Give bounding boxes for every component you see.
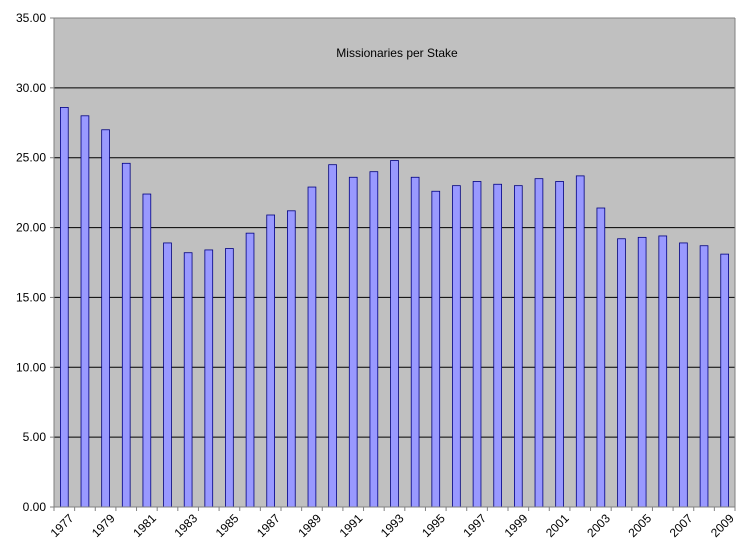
x-tick-label: 1993 [378,511,407,540]
bar-1978 [80,115,90,508]
x-tick-label: 1977 [48,511,77,540]
x-tick-label: 1999 [502,511,531,540]
bar-1999 [514,185,523,508]
y-tick-label: 30.00 [16,81,46,95]
x-tick-label: 1995 [419,511,448,540]
x-axis-tick-labels: 1977 1979 1981 1983 1985 1987 1989 1991 1993 1995… [48,511,737,540]
chart-title: Missionaries per Stake [336,46,458,60]
x-tick-label: 2005 [625,511,654,540]
bar-1981 [142,193,152,508]
x-tick-label: 1997 [460,511,489,540]
y-tick-label: 5.00 [23,430,47,444]
bar-1996 [452,185,461,508]
y-tick-label: 25.00 [16,151,46,165]
x-tick-label: 2001 [543,511,572,540]
bar-1997 [472,181,482,508]
bar-1994 [410,176,420,508]
bar-2003 [596,207,606,508]
bar-1983 [183,252,193,508]
bar-1991 [348,176,358,508]
bar-2001 [555,181,564,508]
x-tick-label: 1985 [213,511,242,540]
bar-1995 [431,190,441,508]
x-tick-label: 2009 [708,511,737,540]
axes [50,17,736,511]
bar-1992 [369,171,379,508]
x-tick-label: 1991 [337,511,366,540]
bar-1980 [121,162,131,508]
bar-1987 [266,214,276,508]
bar-series [60,107,730,508]
y-tick-label: 10.00 [16,360,46,374]
bar-1993 [390,160,399,508]
y-tick-label: 35.00 [16,11,46,25]
y-tick-label: 15.00 [16,290,46,304]
bar-1985 [225,248,234,508]
bar-1990 [328,164,337,508]
bar-1986 [245,232,255,508]
bar-2008 [699,245,709,508]
x-tick-label: 1983 [171,511,200,540]
x-tick-label: 1979 [89,511,118,540]
bar-2009 [720,253,730,508]
bar-1984 [204,249,214,508]
bar-2004 [617,238,626,508]
x-tick-label: 2003 [584,511,613,540]
x-tick-label: 2007 [667,511,696,540]
bar-2000 [534,178,544,508]
bar-1977 [60,107,69,508]
bar-1989 [307,186,317,508]
bar-1988 [286,210,296,508]
x-tick-label: 1981 [130,511,159,540]
bar-1998 [493,183,503,508]
bar-1979 [101,129,110,508]
y-axis-tick-labels: 0.00 5.00 10.00 15.00 20.00 25.00 30.00 35.00 [16,11,46,514]
x-tick-label: 1989 [295,511,324,540]
bar-2002 [575,175,585,508]
bar-2006 [658,235,668,508]
bar-1982 [163,242,172,508]
x-tick-label: 1987 [254,511,283,540]
bar-2007 [679,242,688,508]
bar-2005 [637,236,647,508]
y-tick-label: 20.00 [16,221,46,235]
y-tick-label: 0.00 [23,500,47,514]
